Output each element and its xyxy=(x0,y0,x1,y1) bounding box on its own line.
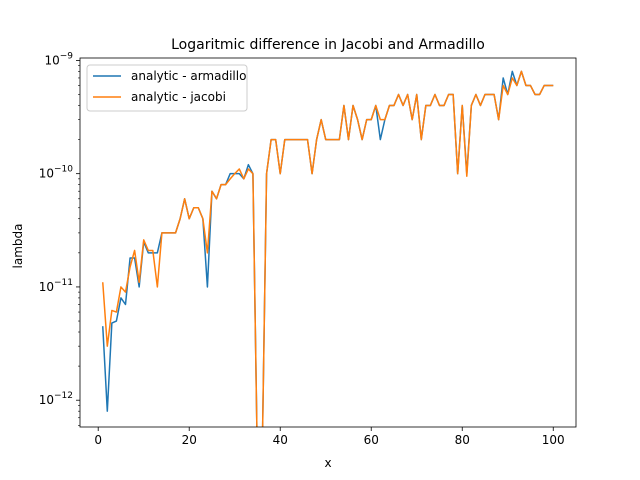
series-line-1 xyxy=(102,70,554,427)
chart-title: Logaritmic difference in Jacobi and Arma… xyxy=(171,37,485,53)
y-tick-label: 10−12 xyxy=(39,391,73,407)
x-axis-label: x xyxy=(324,456,331,470)
series-group xyxy=(102,70,554,427)
legend-label-1: analytic - armadillo xyxy=(131,69,246,83)
legend: analytic - armadillo analytic - jacobi xyxy=(86,64,248,112)
x-axis: 0 20 40 60 80 100 xyxy=(94,427,565,447)
x-tick-label: 100 xyxy=(542,433,565,447)
y-tick-label: 10−9 xyxy=(44,51,73,67)
legend-box xyxy=(86,64,248,112)
x-tick-label: 0 xyxy=(94,433,102,447)
x-tick-label: 60 xyxy=(364,433,379,447)
x-tick-label: 20 xyxy=(182,433,197,447)
y-axis: 10−12 10−11 10−10 10−9 xyxy=(39,51,80,426)
y-tick-label: 10−10 xyxy=(39,165,74,181)
plot-area xyxy=(79,57,577,428)
y-tick-label: 10−11 xyxy=(39,278,73,294)
legend-label-2: analytic - jacobi xyxy=(131,90,226,104)
plot-frame xyxy=(79,57,577,428)
x-tick-label: 80 xyxy=(455,433,470,447)
x-tick-label: 40 xyxy=(273,433,288,447)
y-axis-label: lambda xyxy=(11,224,25,269)
series-line-2 xyxy=(102,70,554,427)
